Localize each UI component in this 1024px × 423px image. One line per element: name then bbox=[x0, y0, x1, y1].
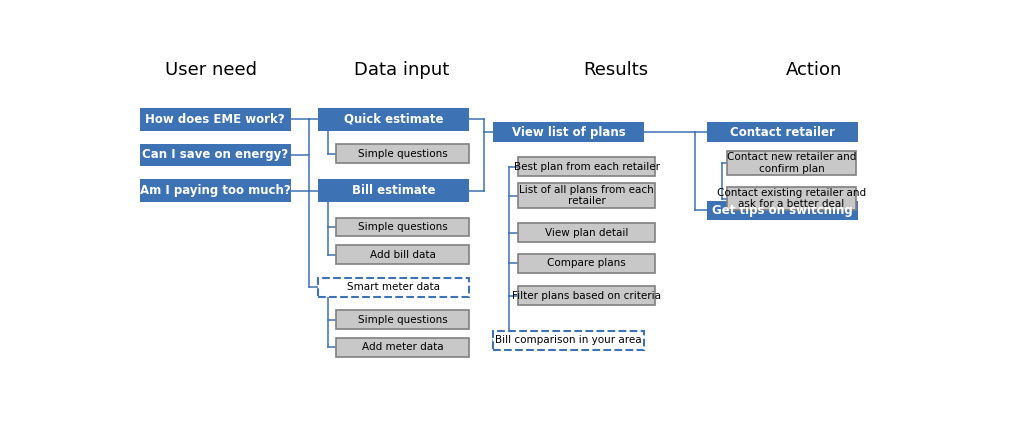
Text: Best plan from each retailer: Best plan from each retailer bbox=[514, 162, 659, 172]
FancyBboxPatch shape bbox=[140, 108, 291, 131]
FancyBboxPatch shape bbox=[140, 179, 291, 202]
FancyBboxPatch shape bbox=[336, 245, 469, 264]
Text: Simple questions: Simple questions bbox=[357, 315, 447, 325]
Text: Bill estimate: Bill estimate bbox=[352, 184, 435, 197]
FancyBboxPatch shape bbox=[518, 286, 655, 305]
Text: Simple questions: Simple questions bbox=[357, 222, 447, 232]
Text: Am I paying too much?: Am I paying too much? bbox=[140, 184, 291, 197]
Text: How does EME work?: How does EME work? bbox=[145, 113, 285, 126]
Text: List of all plans from each
retailer: List of all plans from each retailer bbox=[519, 185, 654, 206]
FancyBboxPatch shape bbox=[140, 143, 291, 166]
FancyBboxPatch shape bbox=[318, 278, 469, 297]
FancyBboxPatch shape bbox=[494, 122, 644, 142]
Text: Contact existing retailer and
ask for a better deal: Contact existing retailer and ask for a … bbox=[717, 188, 866, 209]
Text: View plan detail: View plan detail bbox=[545, 228, 629, 238]
Text: Simple questions: Simple questions bbox=[357, 148, 447, 159]
FancyBboxPatch shape bbox=[518, 183, 655, 208]
FancyBboxPatch shape bbox=[727, 187, 856, 210]
Text: Filter plans based on criteria: Filter plans based on criteria bbox=[512, 291, 662, 301]
FancyBboxPatch shape bbox=[336, 338, 469, 357]
Text: Bill comparison in your area: Bill comparison in your area bbox=[496, 335, 642, 345]
FancyBboxPatch shape bbox=[518, 157, 655, 176]
Text: Add bill data: Add bill data bbox=[370, 250, 435, 260]
FancyBboxPatch shape bbox=[708, 201, 858, 220]
Text: Compare plans: Compare plans bbox=[547, 258, 626, 269]
Text: Quick estimate: Quick estimate bbox=[344, 113, 443, 126]
FancyBboxPatch shape bbox=[318, 179, 469, 202]
Text: Contact retailer: Contact retailer bbox=[730, 126, 836, 139]
FancyBboxPatch shape bbox=[336, 310, 469, 329]
Text: Can I save on energy?: Can I save on energy? bbox=[142, 148, 289, 162]
FancyBboxPatch shape bbox=[336, 144, 469, 163]
Text: Get tips on switching: Get tips on switching bbox=[713, 204, 853, 217]
FancyBboxPatch shape bbox=[727, 151, 856, 175]
FancyBboxPatch shape bbox=[518, 254, 655, 273]
FancyBboxPatch shape bbox=[318, 108, 469, 131]
Text: Results: Results bbox=[584, 60, 648, 79]
FancyBboxPatch shape bbox=[494, 331, 644, 350]
FancyBboxPatch shape bbox=[518, 223, 655, 242]
Text: Contact new retailer and
confirm plan: Contact new retailer and confirm plan bbox=[727, 152, 856, 173]
Text: Data input: Data input bbox=[354, 60, 450, 79]
FancyBboxPatch shape bbox=[336, 217, 469, 236]
Text: Smart meter data: Smart meter data bbox=[347, 282, 440, 292]
FancyBboxPatch shape bbox=[708, 122, 858, 142]
Text: Action: Action bbox=[786, 60, 843, 79]
Text: User need: User need bbox=[165, 60, 257, 79]
Text: Add meter data: Add meter data bbox=[361, 343, 443, 352]
Text: View list of plans: View list of plans bbox=[512, 126, 626, 139]
